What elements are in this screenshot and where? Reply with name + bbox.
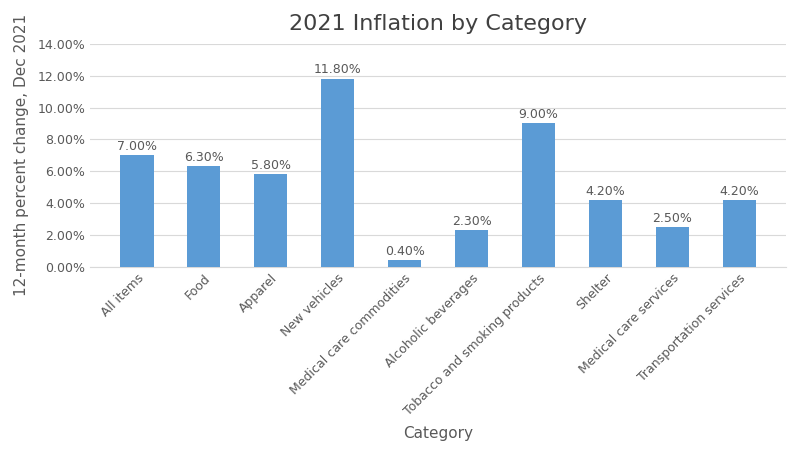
X-axis label: Category: Category xyxy=(403,426,473,441)
Text: 6.30%: 6.30% xyxy=(184,151,224,164)
Bar xyxy=(187,167,221,267)
Bar xyxy=(254,174,287,267)
Text: 7.00%: 7.00% xyxy=(117,140,157,153)
Bar xyxy=(388,260,422,267)
Bar xyxy=(655,227,689,267)
Text: 2.30%: 2.30% xyxy=(452,215,491,228)
Text: 11.80%: 11.80% xyxy=(314,63,362,76)
Title: 2021 Inflation by Category: 2021 Inflation by Category xyxy=(289,14,587,34)
Bar xyxy=(522,123,555,267)
Bar xyxy=(120,155,154,267)
Bar xyxy=(589,200,622,267)
Bar xyxy=(722,200,756,267)
Text: 4.20%: 4.20% xyxy=(719,185,759,197)
Text: 4.20%: 4.20% xyxy=(586,185,626,197)
Bar xyxy=(321,79,354,267)
Text: 2.50%: 2.50% xyxy=(652,212,692,225)
Text: 9.00%: 9.00% xyxy=(518,108,558,121)
Text: 0.40%: 0.40% xyxy=(385,245,425,258)
Bar xyxy=(454,230,488,267)
Y-axis label: 12-month percent change, Dec 2021: 12-month percent change, Dec 2021 xyxy=(14,14,29,296)
Text: 5.80%: 5.80% xyxy=(250,159,290,172)
